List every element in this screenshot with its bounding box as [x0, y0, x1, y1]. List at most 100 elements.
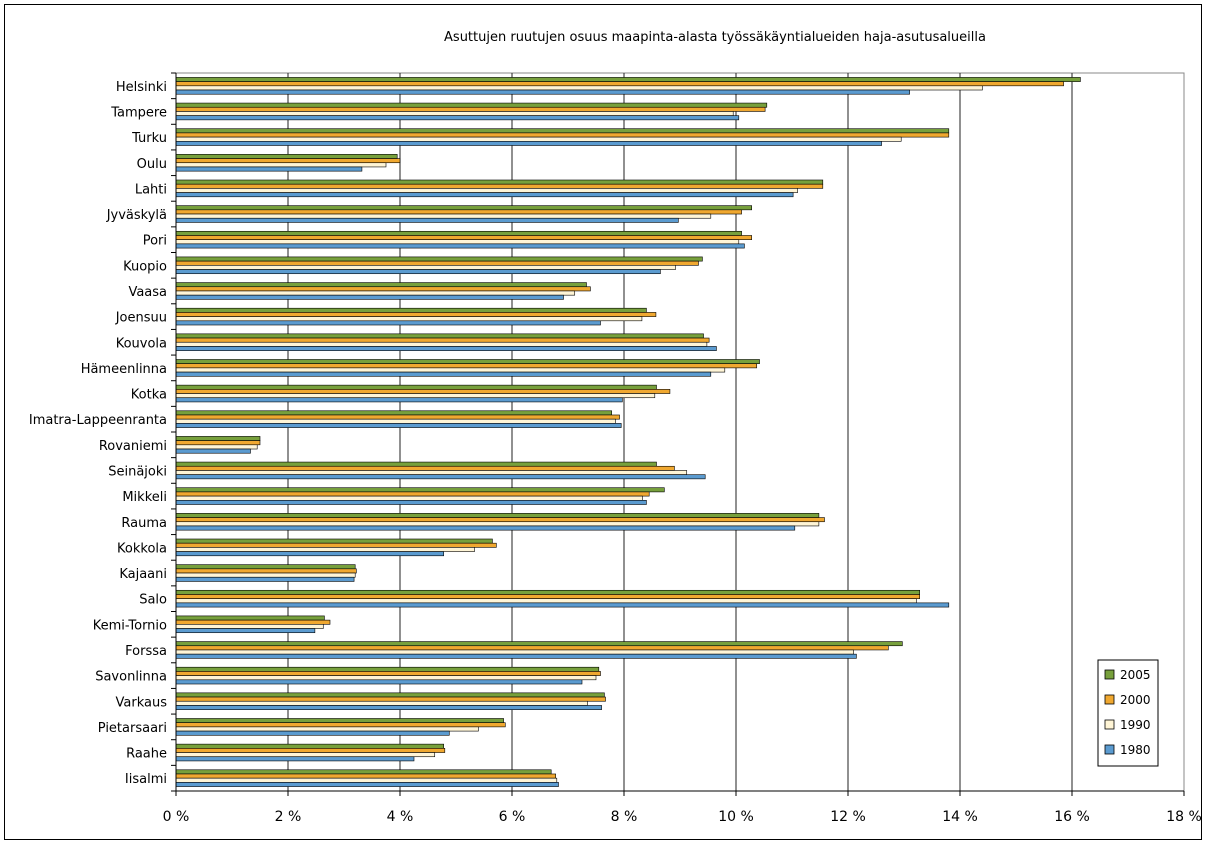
bar-2005-10: [175, 333, 704, 339]
category-label-11: Hämeenlinna: [81, 362, 167, 377]
axes: [171, 72, 1185, 796]
bar-1990-27: [175, 777, 558, 783]
bars: [175, 77, 1081, 787]
bar-2000-17: [175, 517, 825, 523]
category-label-21: Kemi-Tornio: [93, 618, 167, 633]
bar-2005-22: [175, 641, 903, 647]
bar-1990-9: [175, 316, 643, 322]
bar-1990-2: [175, 136, 902, 142]
bar-2000-26: [175, 748, 446, 753]
bar-2000-1: [175, 106, 766, 112]
bar-2005-7: [175, 256, 703, 262]
bar-2005-8: [175, 282, 587, 288]
bar-2000-24: [175, 696, 606, 702]
bar-2000-16: [175, 491, 650, 497]
category-label-24: Varkaus: [116, 695, 168, 710]
x-tick-label-3: 6 %: [499, 809, 526, 825]
bar-2000-11: [175, 363, 758, 369]
bar-2000-25: [175, 722, 506, 728]
bar-2000-3: [175, 158, 401, 164]
x-tick-label-5: 10 %: [718, 809, 754, 825]
bar-2000-27: [175, 773, 556, 779]
bar-2005-1: [175, 102, 768, 108]
bar-1990-10: [175, 341, 708, 347]
bar-2005-15: [175, 461, 657, 467]
bar-2005-14: [175, 436, 261, 441]
bar-1980-26: [175, 756, 415, 762]
bar-1990-24: [175, 700, 588, 706]
bar-1990-12: [175, 393, 656, 399]
bar-1980-19: [175, 576, 355, 582]
bar-1980-20: [175, 602, 950, 608]
category-label-26: Raahe: [126, 747, 167, 762]
bar-1990-1: [175, 111, 734, 116]
bar-2005-11: [175, 359, 760, 364]
x-tick-label-6: 12 %: [830, 809, 866, 825]
bar-1980-14: [175, 448, 251, 454]
bar-1980-13: [175, 423, 622, 428]
bar-1980-4: [175, 192, 794, 198]
x-tick-label-2: 4 %: [387, 809, 414, 825]
category-label-9: Joensuu: [115, 311, 167, 326]
bar-2000-0: [175, 81, 1064, 87]
x-tick-label-9: 18 %: [1166, 809, 1202, 825]
legend-swatch-1990: [1104, 719, 1115, 730]
category-label-7: Kuopio: [123, 259, 167, 274]
bar-1990-21: [175, 624, 324, 629]
bar-2000-23: [175, 671, 601, 676]
category-label-0: Helsinki: [116, 80, 167, 95]
bar-1980-17: [175, 525, 796, 531]
bar-2000-8: [175, 286, 591, 292]
bar-1980-23: [175, 679, 583, 685]
chart-title: Asuttujen ruutujen osuus maapinta-alasta…: [444, 30, 986, 45]
category-label-10: Kouvola: [116, 336, 167, 351]
bar-2005-12: [175, 384, 657, 390]
bar-1990-17: [175, 521, 820, 527]
bar-1980-9: [175, 320, 601, 326]
bar-2000-13: [175, 414, 620, 420]
category-label-16: Mikkeli: [122, 490, 167, 505]
category-label-19: Kajaani: [119, 567, 167, 582]
bar-2005-16: [175, 487, 665, 493]
bar-1980-8: [175, 294, 564, 300]
category-label-4: Lahti: [135, 182, 167, 197]
bar-1990-3: [175, 162, 387, 168]
category-label-1: Tampere: [110, 105, 167, 120]
bar-2000-18: [175, 542, 497, 548]
category-label-25: Pietarsaari: [98, 721, 167, 736]
bar-1990-26: [175, 752, 436, 758]
bar-2005-20: [175, 589, 920, 595]
legend-swatch-2000: [1104, 694, 1115, 705]
bar-2000-9: [175, 312, 657, 317]
bar-1990-14: [175, 444, 258, 450]
bar-1980-15: [175, 474, 706, 480]
bar-1990-19: [175, 572, 356, 578]
x-tick-label-7: 14 %: [942, 809, 978, 825]
bar-2005-24: [175, 692, 605, 698]
bar-1980-16: [175, 500, 647, 505]
category-label-2: Turku: [131, 131, 167, 146]
category-label-23: Savonlinna: [95, 670, 167, 685]
category-label-15: Seinäjoki: [108, 464, 167, 479]
legend-label-1980: 1980: [1120, 743, 1151, 757]
bar-2000-15: [175, 465, 675, 471]
bar-1990-16: [175, 495, 643, 501]
bar-2005-21: [175, 615, 325, 621]
bar-1980-22: [175, 653, 857, 659]
bar-2005-0: [175, 77, 1081, 82]
bar-1990-22: [175, 649, 854, 655]
bar-1990-15: [175, 470, 688, 475]
bar-2000-19: [175, 568, 357, 574]
bar-2000-10: [175, 337, 710, 343]
bar-2005-26: [175, 743, 444, 749]
x-tick-label-4: 8 %: [611, 809, 638, 825]
bar-1980-18: [175, 551, 444, 557]
bar-1980-21: [175, 628, 316, 634]
legend-swatch-2005: [1104, 669, 1115, 680]
bar-1980-0: [175, 89, 910, 95]
bar-1980-12: [175, 397, 623, 403]
bar-2005-13: [175, 410, 612, 416]
category-label-6: Pori: [143, 234, 167, 249]
bar-1980-1: [175, 115, 740, 121]
bar-2000-14: [175, 440, 261, 446]
